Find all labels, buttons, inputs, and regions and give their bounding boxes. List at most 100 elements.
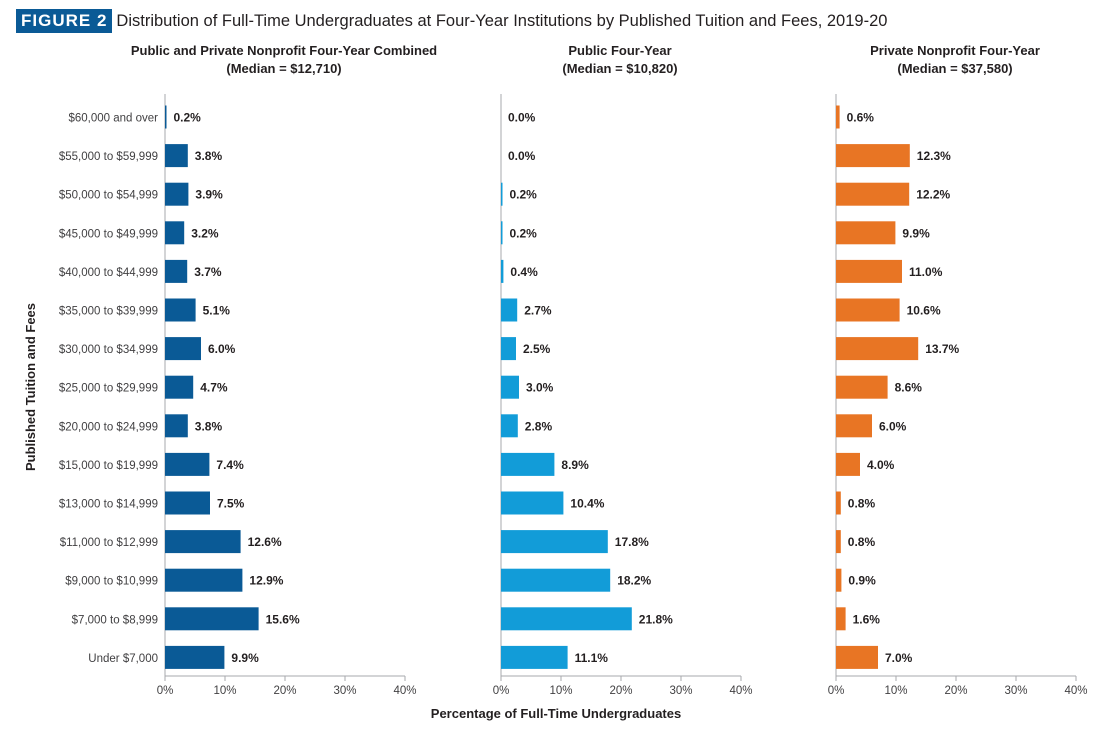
panel-subtitle: (Median = $10,820) — [562, 61, 677, 76]
bar — [501, 259, 504, 283]
figure-header: FIGURE 2 Distribution of Full-Time Under… — [16, 9, 887, 33]
bar-value-label: 3.2% — [191, 226, 219, 240]
x-tick-label: 0% — [828, 685, 845, 697]
category-label: $15,000 to $19,999 — [59, 460, 158, 472]
bar-value-label: 13.7% — [925, 342, 959, 356]
bar — [836, 221, 896, 245]
bar-value-label: 12.3% — [917, 149, 951, 163]
bar-value-label: 10.6% — [907, 304, 941, 318]
bar-value-label: 4.7% — [200, 381, 228, 395]
bar — [501, 491, 564, 515]
bar-value-label: 0.0% — [508, 149, 536, 163]
bar-value-label: 11.1% — [575, 651, 609, 665]
bar — [836, 144, 910, 168]
bar — [165, 491, 210, 515]
bar — [165, 221, 185, 245]
bar — [501, 414, 518, 438]
bar-value-label: 3.0% — [526, 381, 554, 395]
bar — [165, 645, 225, 669]
bar — [165, 105, 167, 129]
bar — [165, 144, 188, 168]
x-axis-title: Percentage of Full-Time Undergraduates — [431, 706, 681, 721]
bar-value-label: 3.9% — [195, 188, 223, 202]
x-tick-label: 20% — [609, 685, 632, 697]
bar-value-label: 11.0% — [909, 265, 943, 279]
figure-title: Distribution of Full-Time Undergraduates… — [116, 11, 888, 30]
category-label: $50,000 to $54,999 — [59, 190, 158, 202]
bar-value-label: 17.8% — [615, 535, 649, 549]
bar — [836, 530, 841, 554]
bar-value-label: 1.6% — [853, 612, 881, 626]
x-tick-label: 10% — [213, 685, 236, 697]
bar-value-label: 6.0% — [208, 342, 236, 356]
panel-1: Public and Private Nonprofit Four-Year C… — [59, 43, 437, 697]
panel-2: Public Four-Year (Median = $10,820) 0% 10% 2… — [493, 43, 753, 697]
category-label: $40,000 to $44,999 — [59, 267, 158, 279]
category-label: $45,000 to $49,999 — [59, 228, 158, 240]
bar-value-label: 0.4% — [510, 265, 538, 279]
bar — [165, 414, 188, 438]
bar — [836, 452, 860, 476]
panel-title: Public and Private Nonprofit Four-Year C… — [131, 43, 437, 58]
bar — [836, 491, 841, 515]
bar — [501, 337, 516, 361]
category-label: $30,000 to $34,999 — [59, 344, 158, 356]
x-tick-label: 40% — [393, 685, 416, 697]
bar-value-label: 0.8% — [848, 497, 876, 511]
category-label: $11,000 to $12,999 — [60, 537, 158, 549]
bar — [836, 105, 840, 129]
bar-value-label: 7.0% — [885, 651, 913, 665]
x-tick-label: 40% — [1064, 685, 1087, 697]
x-tick-label: 20% — [944, 685, 967, 697]
y-axis-title: Published Tuition and Fees — [23, 303, 38, 471]
bar-value-label: 7.4% — [216, 458, 244, 472]
figure-badge: FIGURE 2 — [16, 9, 113, 33]
category-label: $13,000 to $14,999 — [59, 499, 158, 511]
x-tick-label: 0% — [157, 685, 174, 697]
bar-value-label: 9.9% — [902, 226, 930, 240]
bar — [836, 568, 842, 592]
bar-value-label: 6.0% — [879, 419, 907, 433]
x-tick-label: 10% — [884, 685, 907, 697]
bar — [165, 337, 201, 361]
panel-title: Private Nonprofit Four-Year — [870, 43, 1040, 58]
category-label: $25,000 to $29,999 — [59, 383, 158, 395]
category-label: $20,000 to $24,999 — [59, 421, 158, 433]
bar-value-label: 0.2% — [510, 226, 538, 240]
bar — [501, 452, 555, 476]
bar — [836, 414, 872, 438]
bar-value-label: 0.9% — [848, 574, 876, 588]
bar — [836, 259, 902, 283]
bar — [836, 645, 878, 669]
bar-value-label: 3.8% — [195, 149, 223, 163]
bar-value-label: 18.2% — [617, 574, 651, 588]
bar-value-label: 5.1% — [203, 304, 231, 318]
bar — [165, 259, 188, 283]
bar-value-label: 0.6% — [847, 111, 875, 125]
panel-title: Public Four-Year — [568, 43, 671, 58]
bar — [165, 298, 196, 322]
bar — [165, 530, 241, 554]
x-tick-label: 30% — [1004, 685, 1027, 697]
x-tick-label: 40% — [729, 685, 752, 697]
bar — [501, 375, 519, 399]
category-label: Under $7,000 — [88, 653, 158, 665]
bar — [165, 182, 189, 206]
bar-value-label: 4.0% — [867, 458, 895, 472]
x-tick-label: 0% — [493, 685, 510, 697]
category-label: $60,000 and over — [68, 113, 158, 125]
bar-value-label: 12.2% — [916, 188, 950, 202]
bar-value-label: 12.6% — [248, 535, 282, 549]
bar-value-label: 12.9% — [249, 574, 283, 588]
bar-value-label: 0.2% — [174, 111, 202, 125]
bar-value-label: 8.6% — [895, 381, 923, 395]
bar — [836, 337, 919, 361]
bar — [836, 298, 900, 322]
category-label: $7,000 to $8,999 — [72, 614, 158, 626]
panel-subtitle: (Median = $12,710) — [226, 61, 341, 76]
bar — [165, 452, 210, 476]
x-tick-label: 30% — [669, 685, 692, 697]
bar-value-label: 0.0% — [508, 111, 536, 125]
bar-value-label: 2.5% — [523, 342, 551, 356]
